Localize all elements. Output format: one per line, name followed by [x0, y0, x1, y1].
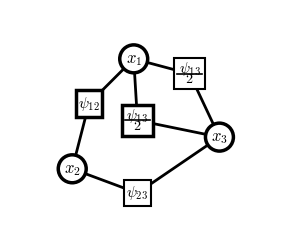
Bar — [174, 59, 205, 89]
Text: $x_3$: $x_3$ — [211, 128, 228, 146]
Text: $2$: $2$ — [133, 119, 142, 133]
Circle shape — [205, 123, 233, 151]
Text: $\psi_{23}$: $\psi_{23}$ — [126, 184, 148, 202]
Circle shape — [120, 45, 148, 73]
Circle shape — [58, 155, 86, 183]
Text: $x_2$: $x_2$ — [64, 160, 81, 178]
Bar — [124, 180, 151, 206]
Bar — [122, 105, 153, 136]
Text: $\psi_{13}$: $\psi_{13}$ — [179, 60, 201, 78]
Text: $\psi_{13}$: $\psi_{13}$ — [126, 107, 148, 125]
Bar — [76, 90, 102, 117]
Text: $x_1$: $x_1$ — [126, 50, 142, 68]
Text: $2$: $2$ — [185, 72, 194, 86]
Text: $\psi_{12}$: $\psi_{12}$ — [78, 95, 100, 113]
